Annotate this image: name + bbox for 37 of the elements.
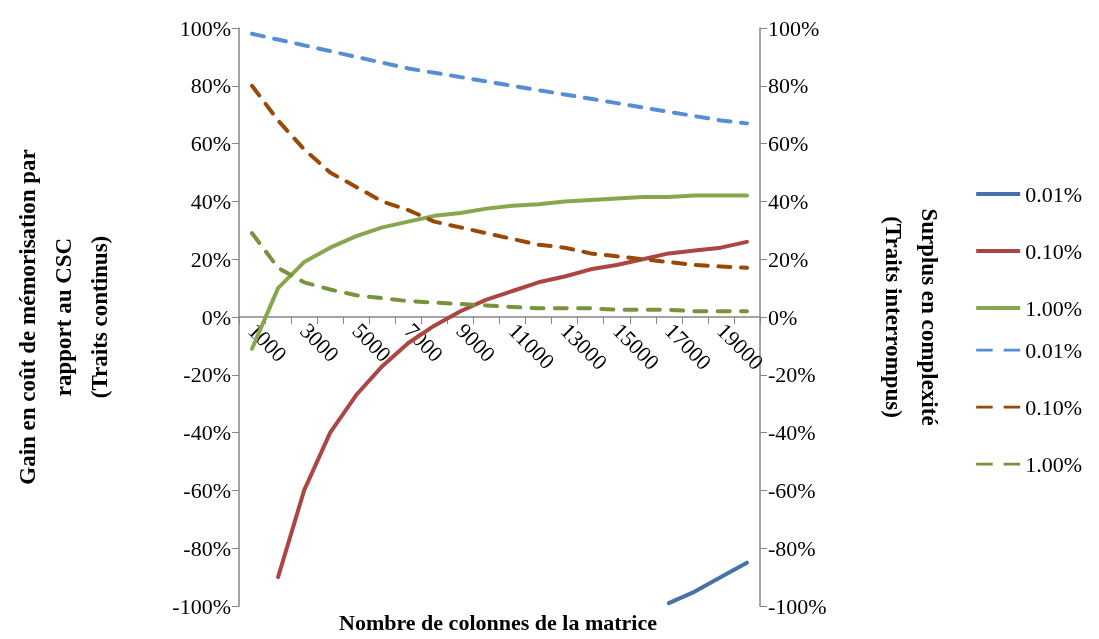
legend-label: 0.01% xyxy=(1025,181,1082,207)
x-tick-label: 1000 xyxy=(243,318,292,367)
y-tick-label: -80% xyxy=(183,535,231,561)
legend-label: 1.00% xyxy=(1025,451,1082,477)
y2-tick-label: -80% xyxy=(768,535,816,561)
y-tick-label: 0% xyxy=(201,304,231,330)
legend-label: 0.10% xyxy=(1025,394,1082,420)
y-tick-label: 100% xyxy=(179,15,231,41)
y-tick-label: 40% xyxy=(190,188,231,214)
x-tick-label: 9000 xyxy=(451,318,501,367)
y2-tick-label: -60% xyxy=(768,477,816,503)
legend-label: 1.00% xyxy=(1025,295,1082,321)
y-tick-label: 20% xyxy=(190,246,231,272)
y2-tick-label: -20% xyxy=(768,362,816,388)
y-tick-label: 80% xyxy=(190,73,231,99)
y2-tick-label: 20% xyxy=(768,246,809,272)
y2-tick-label: -100% xyxy=(768,593,827,619)
line-series xyxy=(250,31,749,126)
legend-label: 0.01% xyxy=(1025,337,1082,363)
x-axis-title: Nombre de colonnes de la matrice xyxy=(339,609,658,635)
y-tick-label: -20% xyxy=(183,362,231,388)
y-tick-label: -60% xyxy=(183,477,231,503)
y-tick-label: -40% xyxy=(183,420,231,446)
y2-tick-label: 80% xyxy=(768,73,809,99)
y2-tick-label: 60% xyxy=(768,131,809,157)
y-tick-label: 60% xyxy=(190,131,231,157)
y-axis-title: Gain en coût de mémorisation par rapport au CSC (Traits continus) xyxy=(14,149,112,485)
y2-tick-label: -40% xyxy=(768,420,816,446)
line-series xyxy=(666,560,749,606)
y-tick-label: -100% xyxy=(172,593,231,619)
line-series xyxy=(250,231,749,314)
legend-label: 0.10% xyxy=(1025,238,1082,264)
y2-axis-title: Surplus en complexité (Traits interrompus) xyxy=(880,208,942,426)
y2-tick-label: 0% xyxy=(768,304,798,330)
line-series xyxy=(250,83,749,270)
y2-tick-label: 100% xyxy=(768,15,820,41)
y2-tick-label: 40% xyxy=(768,188,809,214)
